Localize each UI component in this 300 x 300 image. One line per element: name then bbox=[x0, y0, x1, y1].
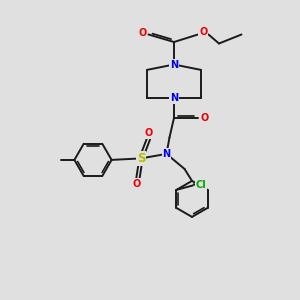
Text: N: N bbox=[170, 93, 178, 103]
Text: O: O bbox=[132, 179, 141, 189]
Text: O: O bbox=[144, 128, 153, 138]
Text: N: N bbox=[162, 149, 171, 159]
Text: N: N bbox=[170, 59, 178, 70]
Text: O: O bbox=[200, 113, 209, 123]
Text: S: S bbox=[137, 152, 145, 165]
Text: Cl: Cl bbox=[196, 180, 207, 190]
Text: O: O bbox=[199, 27, 208, 37]
Text: O: O bbox=[138, 28, 147, 38]
